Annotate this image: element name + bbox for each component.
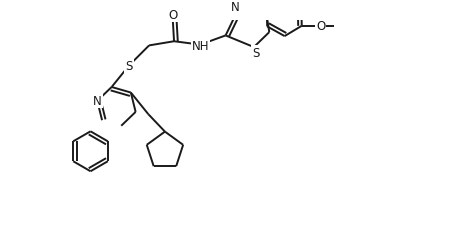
Text: O: O: [168, 9, 177, 22]
Text: S: S: [252, 47, 259, 60]
Text: N: N: [93, 95, 102, 108]
Text: S: S: [125, 60, 133, 73]
Text: NH: NH: [191, 40, 209, 53]
Text: N: N: [231, 1, 240, 14]
Text: O: O: [316, 20, 326, 33]
